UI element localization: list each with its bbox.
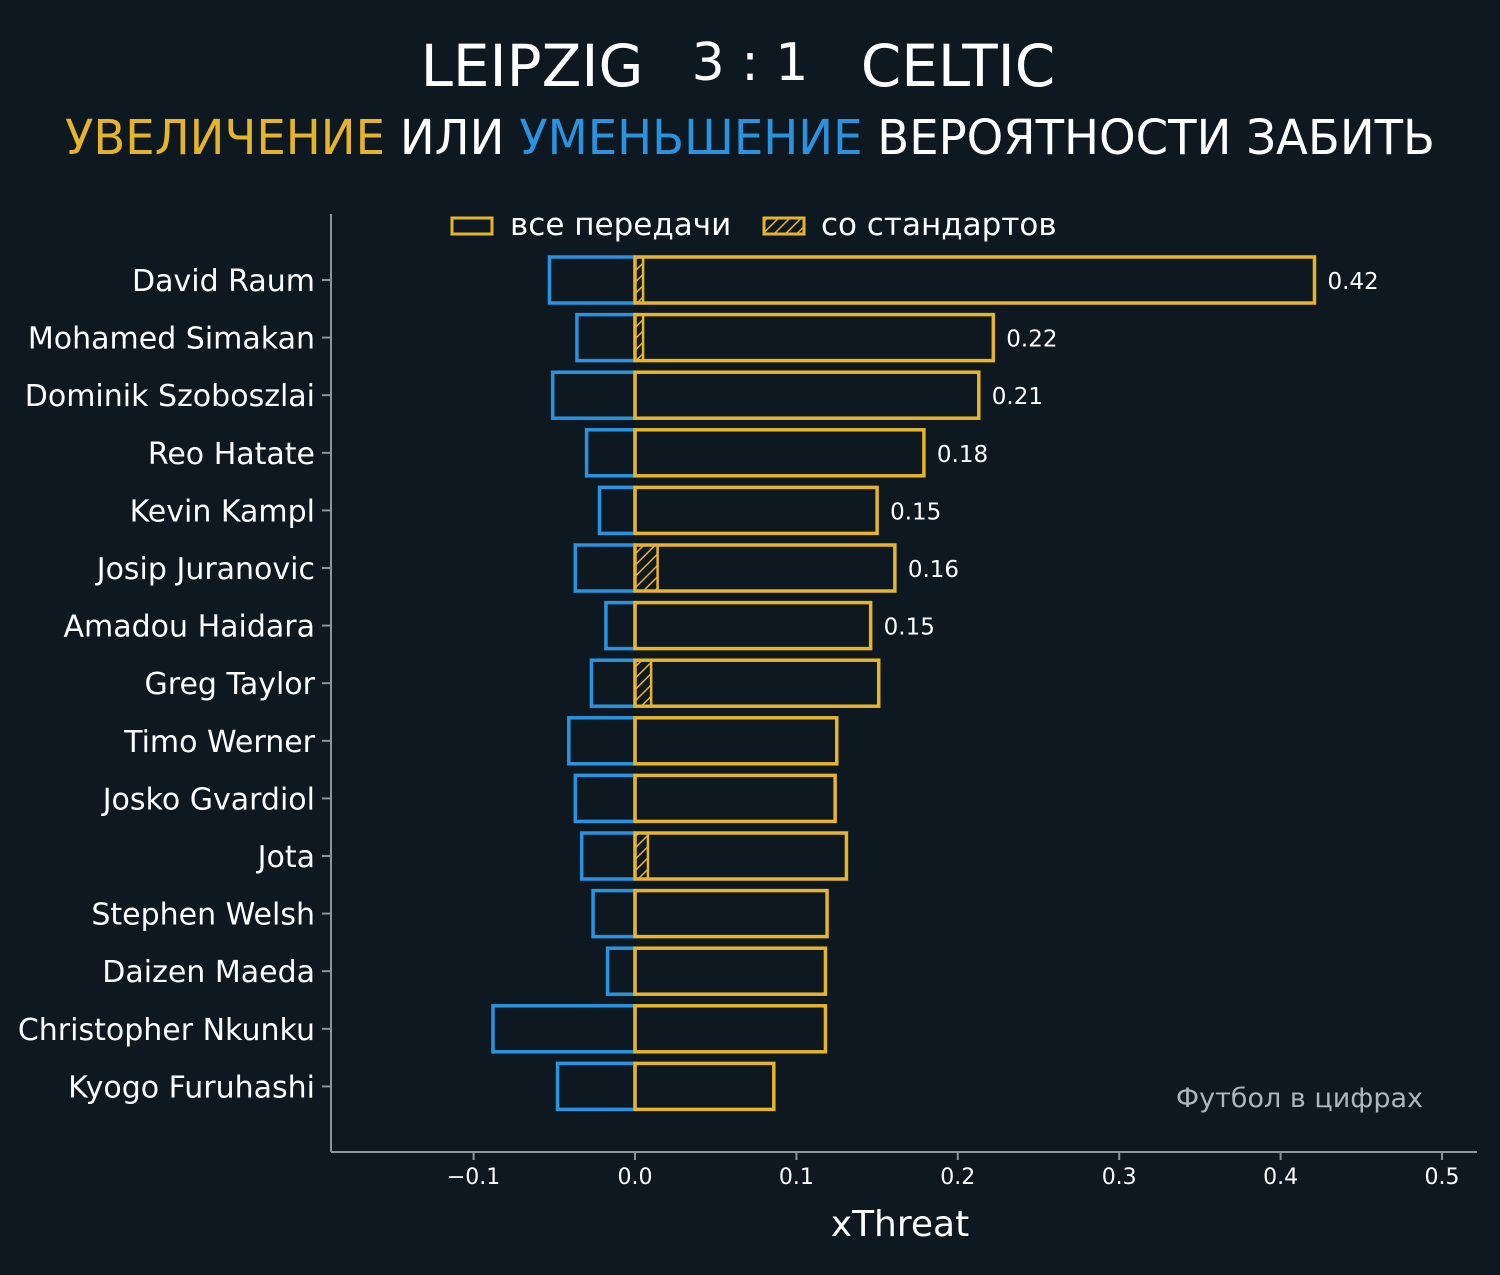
player-row: Josko Gvardiol (101, 773, 837, 824)
player-row: Mohamed Simakan 0.22 (28, 312, 1058, 363)
increase-bar (633, 485, 879, 536)
x-axis-label: xThreat (831, 1204, 969, 1245)
value-label: 0.16 (908, 557, 959, 583)
away-team-name: CELTIC (861, 32, 1056, 100)
increase-bar (633, 946, 828, 996)
x-tick-label: 0.1 (779, 1165, 814, 1190)
player-row: Reo Hatate 0.18 (148, 428, 988, 478)
value-label: 0.15 (890, 499, 941, 525)
player-label: David Raum (132, 264, 315, 299)
player-row: Kyogo Furuhashi (68, 1061, 776, 1112)
value-label: 0.21 (992, 384, 1043, 410)
decrease-bar (575, 312, 637, 363)
player-row: Dominik Szoboszlai 0.21 (25, 370, 1043, 420)
player-row: Christopher Nkunku (18, 1004, 828, 1054)
player-label: Josip Juranovic (95, 552, 315, 587)
decrease-bar (547, 255, 637, 305)
legend-set-pieces-label: со стандартов (821, 207, 1057, 243)
player-row: Daizen Maeda (102, 946, 828, 996)
decrease-bar (597, 485, 637, 536)
decrease-bar (555, 1061, 637, 1112)
decrease-bar (591, 888, 637, 939)
decrease-bar (604, 600, 637, 651)
bar-rows: David Raum 0.42 Mohamed Simakan 0.22 Dominik… (18, 255, 1379, 1112)
player-row: Josip Juranovic 0.16 (95, 543, 959, 593)
player-label: Dominik Szoboszlai (25, 379, 315, 414)
player-row: Greg Taylor (145, 658, 881, 708)
decrease-bar (550, 370, 637, 420)
player-label: Kevin Kampl (130, 494, 315, 529)
subtitle-rest: ВЕРОЯТНОСТИ ЗАБИТЬ (877, 110, 1435, 166)
player-label: Daizen Maeda (102, 955, 315, 990)
set-piece-bar (633, 543, 659, 593)
player-row: Kevin Kampl 0.15 (130, 485, 941, 536)
increase-bar (633, 312, 996, 363)
increase-bar (633, 658, 881, 708)
increase-bar (633, 716, 839, 766)
set-piece-bar (633, 658, 653, 708)
increase-bar (633, 370, 981, 420)
player-label: Reo Hatate (148, 437, 315, 472)
set-piece-bar (633, 831, 650, 881)
subtitle-or: ИЛИ (400, 110, 505, 166)
increase-bar (633, 255, 1317, 305)
player-label: Mohamed Simakan (28, 322, 315, 357)
player-label: Stephen Welsh (91, 898, 315, 933)
player-row: Timo Werner (123, 716, 839, 766)
decrease-bar (579, 831, 637, 881)
legend: все передачи со стандартов (450, 207, 1057, 243)
value-label: 0.42 (1327, 269, 1378, 295)
decrease-bar (573, 543, 637, 593)
x-tick-label: −0.1 (447, 1165, 500, 1190)
value-label: 0.22 (1006, 327, 1057, 353)
x-axis-ticks: −0.1 0.0 0.1 0.2 0.3 0.4 0.5 (447, 1152, 1460, 1190)
decrease-bar (567, 716, 637, 766)
player-row: Jota (256, 831, 849, 881)
decrease-bar (605, 946, 637, 996)
increase-bar (633, 1061, 776, 1112)
value-label: 0.15 (884, 615, 935, 641)
chart-subtitle: УВЕЛИЧЕНИЕ ИЛИ УМЕНЬШЕНИЕ ВЕРОЯТНОСТИ ЗА… (65, 110, 1435, 166)
increase-bar (633, 428, 926, 478)
player-row: Stephen Welsh (91, 888, 829, 939)
credit-text: Футбол в цифрах (1176, 1083, 1423, 1114)
player-label: Kyogo Furuhashi (68, 1070, 315, 1105)
x-tick-label: 0.5 (1425, 1165, 1460, 1190)
player-row: David Raum 0.42 (132, 255, 1379, 305)
x-tick-label: 0.4 (1263, 1165, 1298, 1190)
x-tick-label: 0.0 (618, 1165, 653, 1190)
x-tick-label: 0.3 (1102, 1165, 1137, 1190)
decrease-bar (589, 658, 637, 708)
subtitle-increase: УВЕЛИЧЕНИЕ (65, 110, 385, 166)
increase-bar (633, 543, 897, 593)
player-label: Christopher Nkunku (18, 1013, 315, 1048)
increase-bar (633, 1004, 828, 1054)
increase-bar (633, 773, 837, 824)
value-label: 0.18 (937, 442, 988, 468)
legend-all-passes-label: все передачи (510, 207, 731, 243)
increase-bar (633, 600, 873, 651)
increase-bar (633, 831, 849, 881)
legend-all-passes-swatch (450, 216, 494, 236)
decrease-bar (491, 1004, 637, 1054)
player-label: Jota (256, 840, 315, 875)
increase-bar (633, 888, 829, 939)
player-row: Amadou Haidara 0.15 (64, 600, 935, 651)
player-label: Amadou Haidara (64, 610, 316, 645)
legend-set-pieces-swatch (762, 216, 806, 236)
decrease-bar (584, 428, 637, 478)
decrease-bar (573, 773, 637, 824)
home-team-name: LEIPZIG (421, 32, 644, 100)
player-label: Josko Gvardiol (101, 782, 315, 817)
player-label: Greg Taylor (145, 667, 316, 702)
player-label: Timo Werner (123, 725, 315, 760)
match-score: 3 : 1 (692, 33, 809, 93)
x-tick-label: 0.2 (940, 1165, 975, 1190)
subtitle-decrease: УМЕНЬШЕНИЕ (519, 110, 862, 166)
